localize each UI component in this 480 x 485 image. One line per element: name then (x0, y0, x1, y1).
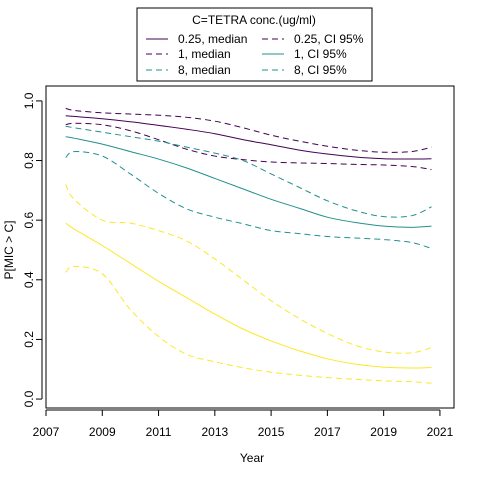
x-tick-label: 2007 (33, 425, 60, 439)
y-tick-label: 1.0 (22, 92, 36, 109)
legend-entry-label: 8, median (178, 63, 231, 77)
x-tick-label: 2021 (427, 425, 454, 439)
x-tick-label: 2017 (314, 425, 341, 439)
x-tick-label: 2011 (146, 425, 172, 439)
x-axis-label: Year (240, 451, 264, 465)
series-line-1 (65, 107, 432, 153)
series-line-8 (65, 265, 432, 384)
y-tick-label: 0.2 (22, 331, 36, 348)
y-axis-label: P[MIC > C] (2, 220, 16, 279)
x-tick-label: 2013 (201, 425, 228, 439)
y-tick-label: 0.8 (22, 152, 36, 169)
series-line-7 (65, 184, 432, 354)
legend-entry-label: 1, median (178, 47, 231, 61)
y-tick-label: 0.4 (22, 271, 36, 288)
x-tick-label: 2015 (258, 425, 285, 439)
legend-entries: 0.25, median 0.25, CI 95% 1, median 1, CI 9… (146, 32, 364, 77)
series-line-3 (65, 136, 432, 228)
series-line-0 (65, 115, 432, 160)
legend-entry-label: 0.25, CI 95% (294, 32, 364, 46)
x-axis: 2007 2009 2011 2013 2015 2017 2019 2021 (33, 409, 454, 439)
x-tick-label: 2009 (89, 425, 116, 439)
legend-box (136, 7, 373, 82)
legend-entry-label: 1, CI 95% (294, 47, 347, 61)
y-tick-label: 0.6 (22, 212, 36, 229)
y-axis: 0.0 0.2 0.4 0.6 0.8 1.0 (22, 92, 43, 407)
series-line-5 (65, 151, 432, 249)
series-line-4 (65, 125, 432, 218)
legend-entry-label: 0.25, median (178, 32, 247, 46)
series-line-2 (65, 122, 432, 170)
legend-entry-label: 8, CI 95% (294, 63, 347, 77)
legend: C=TETRA conc.(ug/ml) 0.25, median 0.25, C… (136, 7, 373, 82)
legend-title: C=TETRA conc.(ug/ml) (192, 13, 316, 27)
x-tick-label: 2019 (370, 425, 397, 439)
series-line-6 (65, 222, 432, 369)
y-tick-label: 0.0 (22, 390, 36, 407)
plot-frame (45, 85, 455, 409)
series-layer (65, 107, 432, 384)
